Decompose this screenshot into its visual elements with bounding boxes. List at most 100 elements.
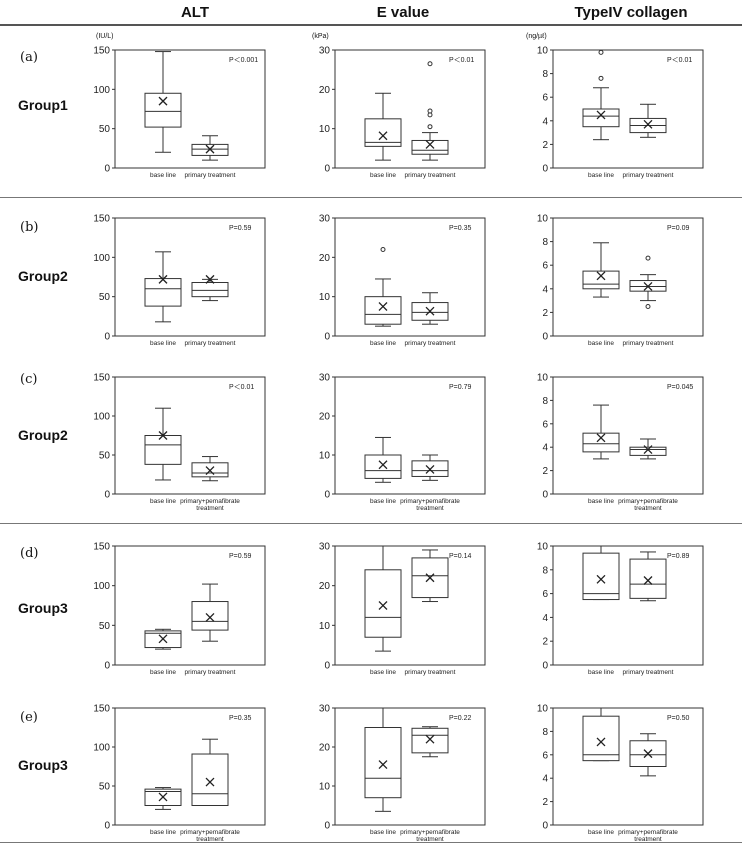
category-label: primary treatment [405, 340, 456, 347]
y-tick-label: 0 [324, 490, 330, 501]
box-iqr [191, 282, 229, 298]
outlier-point [427, 108, 433, 114]
y-tick-label: 6 [542, 419, 548, 430]
y-tick-label: 0 [324, 164, 330, 175]
box-iqr [629, 558, 667, 599]
y-tick-label: 6 [542, 261, 548, 272]
y-tick-label: 8 [542, 396, 548, 407]
category-label: treatment [196, 836, 224, 843]
group-label-c: Group2 [18, 427, 68, 443]
plot-frame [114, 707, 266, 826]
p-value-label: P＜0.01 [229, 384, 254, 391]
y-tick-label: 100 [93, 581, 110, 592]
outlier-point [598, 75, 604, 81]
mean-marker [205, 777, 215, 787]
box-iqr [144, 278, 182, 307]
p-value-label: P=0.14 [449, 553, 471, 560]
y-tick-label: 8 [542, 237, 548, 248]
y-tick-label: 8 [542, 565, 548, 576]
category-label: primary+pemafibrate [180, 829, 240, 836]
row-label-c: (c) [20, 372, 38, 387]
plot-frame [552, 545, 704, 666]
box-plot-panel: 0 10 20 30 P=0.79 base line primary+pemafibrat… [319, 373, 486, 512]
category-label: primary treatment [185, 340, 236, 347]
y-tick-label: 0 [542, 164, 548, 175]
category-label: primary+pemafibrate [618, 498, 678, 505]
mean-marker [205, 466, 215, 476]
p-value-label: P=0.59 [229, 553, 251, 560]
y-tick-label: 0 [542, 332, 548, 343]
box-plot-panel: 0 50 100 150 P=0.59 base line primary treatmen… [93, 542, 266, 676]
y-tick-label: 100 [93, 85, 110, 96]
category-label: base line [588, 340, 614, 347]
outlier-point [645, 304, 651, 309]
y-tick-label: 150 [93, 214, 110, 225]
outlier-point [598, 49, 604, 55]
box-plot-panel: 0 2 4 6 8 10 P=0.045 base line primary+pemafibra… [537, 373, 704, 512]
group-label-a: Group1 [18, 97, 68, 113]
mean-marker [643, 749, 653, 759]
p-value-label: P=0.35 [229, 715, 251, 722]
category-label: base line [150, 340, 176, 347]
row-label-a: (a) [20, 50, 38, 65]
plot-frame [114, 49, 266, 169]
row-separator [0, 523, 742, 524]
unit-label-alt: (IU/L) [96, 33, 114, 40]
plot-frame [552, 376, 704, 495]
y-tick-label: 100 [93, 743, 110, 754]
box-iqr [582, 108, 620, 128]
p-value-label: P=0.79 [449, 384, 471, 391]
p-value-label: P=0.22 [449, 715, 471, 722]
mean-marker [643, 119, 653, 129]
mean-marker [643, 576, 653, 585]
mean-marker [596, 110, 606, 120]
y-tick-label: 10 [319, 124, 331, 135]
unit-label-collagen: (ng/µℓ) [526, 33, 547, 40]
p-value-label: P=0.50 [667, 715, 689, 722]
y-tick-label: 0 [542, 661, 548, 672]
plot-frame [334, 49, 486, 169]
box-plot-panel: 0 10 20 30 P=0.22 base line primary+pemafibrat… [319, 704, 486, 843]
row-label-b: (b) [20, 220, 39, 235]
y-tick-label: 50 [99, 292, 111, 303]
box-iqr [144, 435, 182, 465]
plot-frame [334, 707, 486, 826]
box-plot-panel: 0 50 100 150 P＜0.001 base line primary treatme… [93, 46, 266, 179]
y-tick-label: 6 [542, 750, 548, 761]
outlier-point [645, 255, 651, 261]
y-tick-label: 20 [319, 743, 331, 754]
y-tick-label: 10 [319, 782, 331, 793]
mean-marker [596, 271, 606, 281]
group-label-b: Group2 [18, 268, 68, 284]
box-iqr [191, 601, 229, 631]
mean-marker [378, 460, 388, 470]
plot-frame [552, 707, 704, 826]
y-tick-label: 50 [99, 451, 111, 462]
y-tick-label: 50 [99, 621, 111, 632]
mean-marker [378, 131, 388, 141]
mean-marker [425, 139, 435, 149]
y-tick-label: 20 [319, 85, 331, 96]
column-header-e-value: E value [376, 4, 430, 21]
box-iqr [582, 432, 620, 453]
y-tick-label: 20 [319, 253, 331, 264]
column-header-collagen: TypeIV collagen [574, 4, 688, 21]
category-label: base line [588, 669, 614, 676]
category-label: base line [150, 498, 176, 505]
box-iqr [582, 715, 620, 762]
category-label: base line [370, 172, 396, 179]
box-iqr [364, 569, 402, 638]
p-value-label: P=0.89 [667, 553, 689, 560]
plot-frame [334, 545, 486, 666]
y-tick-label: 0 [324, 661, 330, 672]
mean-marker [158, 634, 168, 644]
p-value-label: P=0.35 [449, 225, 471, 232]
category-label: primary treatment [623, 340, 674, 347]
category-label: base line [150, 669, 176, 676]
p-value-label: P＜0.01 [667, 57, 692, 64]
y-tick-label: 4 [542, 443, 548, 454]
category-label: base line [588, 829, 614, 836]
outlier-point [427, 61, 433, 67]
category-label: treatment [634, 505, 662, 512]
mean-marker [378, 302, 388, 311]
